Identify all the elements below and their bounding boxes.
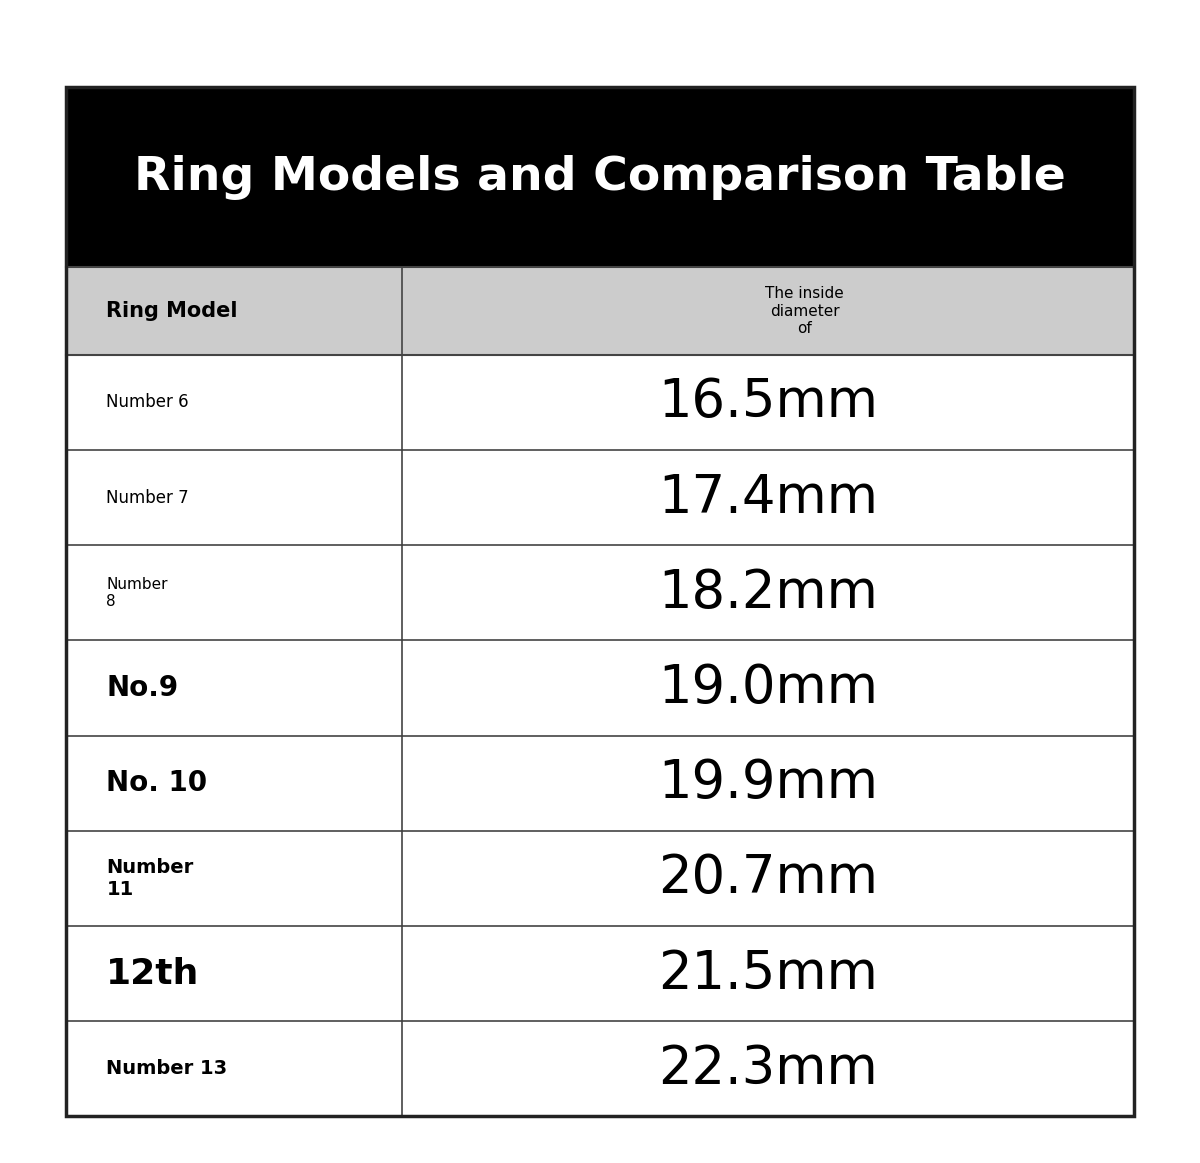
Text: No. 10: No. 10 [107,769,208,798]
Bar [66,830,1134,926]
Text: Ring Models and Comparison Table: Ring Models and Comparison Table [134,155,1066,200]
Text: The inside
diameter
of: The inside diameter of [766,286,844,336]
Text: Ring Model: Ring Model [107,301,238,321]
Text: Number 13: Number 13 [107,1059,228,1078]
Bar [66,267,1134,355]
Text: Number 7: Number 7 [107,488,188,507]
Text: Number 6: Number 6 [107,393,188,412]
Text: 16.5mm: 16.5mm [659,377,878,428]
Text: Number
11: Number 11 [107,858,193,899]
Text: Number
8: Number 8 [107,577,168,609]
Text: 22.3mm: 22.3mm [659,1043,878,1094]
Text: 19.9mm: 19.9mm [659,757,878,809]
Bar [66,926,1134,1021]
Bar [66,1021,1134,1116]
Bar [66,736,1134,830]
Bar [66,87,1134,267]
Bar [66,450,1134,545]
Text: 19.0mm: 19.0mm [659,662,878,714]
Bar [66,641,1134,736]
Bar [66,545,1134,641]
Text: 20.7mm: 20.7mm [659,852,878,905]
Text: No.9: No.9 [107,675,179,702]
Text: 12th: 12th [107,957,199,991]
Bar [66,355,1134,450]
Text: 18.2mm: 18.2mm [659,566,878,619]
Text: 17.4mm: 17.4mm [659,472,878,523]
Text: 21.5mm: 21.5mm [659,948,878,1000]
Bar [66,87,1134,1116]
